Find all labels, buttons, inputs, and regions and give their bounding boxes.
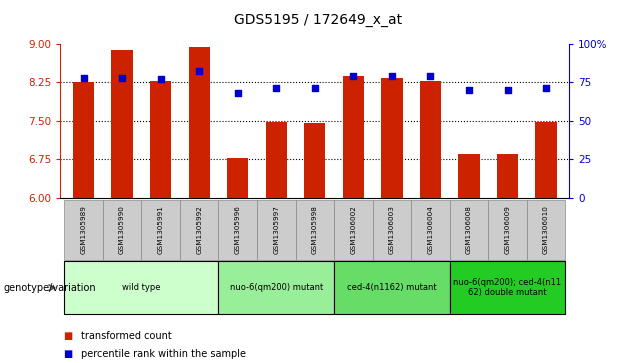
Text: ced-4(n1162) mutant: ced-4(n1162) mutant (347, 283, 437, 292)
Text: GSM1305998: GSM1305998 (312, 205, 318, 254)
Text: GSM1305990: GSM1305990 (119, 205, 125, 254)
Text: GSM1306004: GSM1306004 (427, 205, 434, 254)
Point (310, 85, 320, 91)
Point (502, 87, 513, 93)
Bar (304, 123, 326, 198)
Text: GSM1306010: GSM1306010 (543, 205, 549, 254)
Text: wild type: wild type (122, 283, 161, 292)
Text: GSM1305989: GSM1305989 (81, 205, 86, 254)
Point (78, 74, 88, 80)
Bar (536, 122, 556, 198)
Bar (459, 154, 480, 198)
Point (117, 74, 127, 80)
Bar (150, 81, 171, 198)
Text: nuo-6(qm200) mutant: nuo-6(qm200) mutant (230, 283, 323, 292)
Bar (497, 154, 518, 198)
Text: ■: ■ (64, 331, 73, 341)
Text: GSM1306009: GSM1306009 (504, 205, 511, 254)
Point (349, 73, 359, 79)
Point (233, 90, 243, 96)
Point (425, 73, 436, 79)
Text: GSM1305991: GSM1305991 (158, 205, 163, 254)
Text: GDS5195 / 172649_x_at: GDS5195 / 172649_x_at (234, 13, 402, 27)
Bar (382, 77, 403, 198)
Point (541, 85, 551, 91)
Bar (73, 82, 94, 198)
Text: GSM1305996: GSM1305996 (235, 205, 241, 254)
Point (156, 76, 166, 82)
Bar (420, 81, 441, 198)
Point (387, 73, 397, 79)
Text: genotype/variation: genotype/variation (3, 283, 96, 293)
Text: GSM1306002: GSM1306002 (350, 205, 356, 254)
Text: GSM1306008: GSM1306008 (466, 205, 472, 254)
Bar (227, 158, 248, 198)
Bar (343, 76, 364, 198)
Text: GSM1305992: GSM1305992 (196, 205, 202, 254)
Text: ■: ■ (64, 349, 73, 359)
Text: GSM1305997: GSM1305997 (273, 205, 279, 254)
Bar (266, 122, 287, 198)
Text: transformed count: transformed count (81, 331, 172, 341)
Text: nuo-6(qm200); ced-4(n11
62) double mutant: nuo-6(qm200); ced-4(n11 62) double mutan… (453, 278, 562, 297)
Bar (189, 47, 210, 198)
Point (464, 87, 474, 93)
Text: percentile rank within the sample: percentile rank within the sample (81, 349, 246, 359)
Point (194, 68, 204, 74)
Bar (111, 50, 133, 198)
Text: GSM1306003: GSM1306003 (389, 205, 395, 254)
Point (271, 85, 281, 91)
